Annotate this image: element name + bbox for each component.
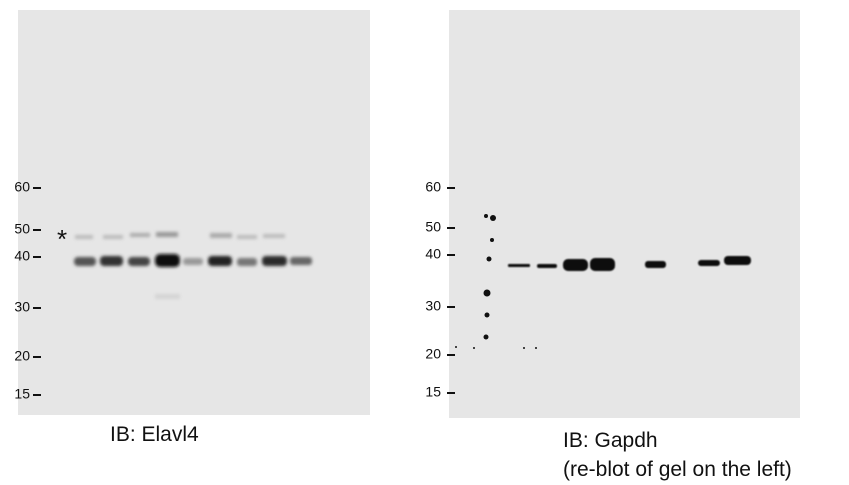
bands-right <box>508 256 751 271</box>
marker-label: 60 <box>425 179 441 195</box>
bands-left <box>74 232 312 299</box>
marker-label: 15 <box>14 386 30 402</box>
caption-right: IB: Gapdh <box>563 429 658 452</box>
blot-right <box>449 10 800 418</box>
blot-left <box>18 10 370 415</box>
marker-label: 40 <box>425 246 441 262</box>
marker-label: 30 <box>14 299 30 315</box>
marker-label: 20 <box>425 346 441 362</box>
ladder-dots <box>455 214 537 349</box>
marker-label: 15 <box>425 384 441 400</box>
marker-label: 50 <box>14 221 30 237</box>
markers-left: 60 50 40 30 20 15 <box>14 179 41 402</box>
markers-right: 60 50 40 30 20 15 <box>425 179 455 400</box>
caption-left: IB: Elavl4 <box>110 423 199 446</box>
marker-label: 40 <box>14 248 30 264</box>
caption-right: (re-blot of gel on the left) <box>563 458 792 481</box>
marker-label: 60 <box>14 179 30 195</box>
marker-label: 20 <box>14 348 30 364</box>
marker-label: 30 <box>425 298 441 314</box>
marker-label: 50 <box>425 219 441 235</box>
asterisk: * <box>57 224 67 254</box>
